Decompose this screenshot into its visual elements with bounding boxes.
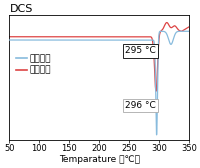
- X-axis label: Temparature （℃）: Temparature （℃）: [58, 155, 139, 164]
- Legend: ：粉碎前, ：粉碎后: ：粉碎前, ：粉碎后: [16, 55, 51, 75]
- Text: 296 °C: 296 °C: [124, 101, 155, 110]
- Text: DCS: DCS: [9, 4, 33, 14]
- Text: 295 °C: 295 °C: [124, 46, 155, 55]
